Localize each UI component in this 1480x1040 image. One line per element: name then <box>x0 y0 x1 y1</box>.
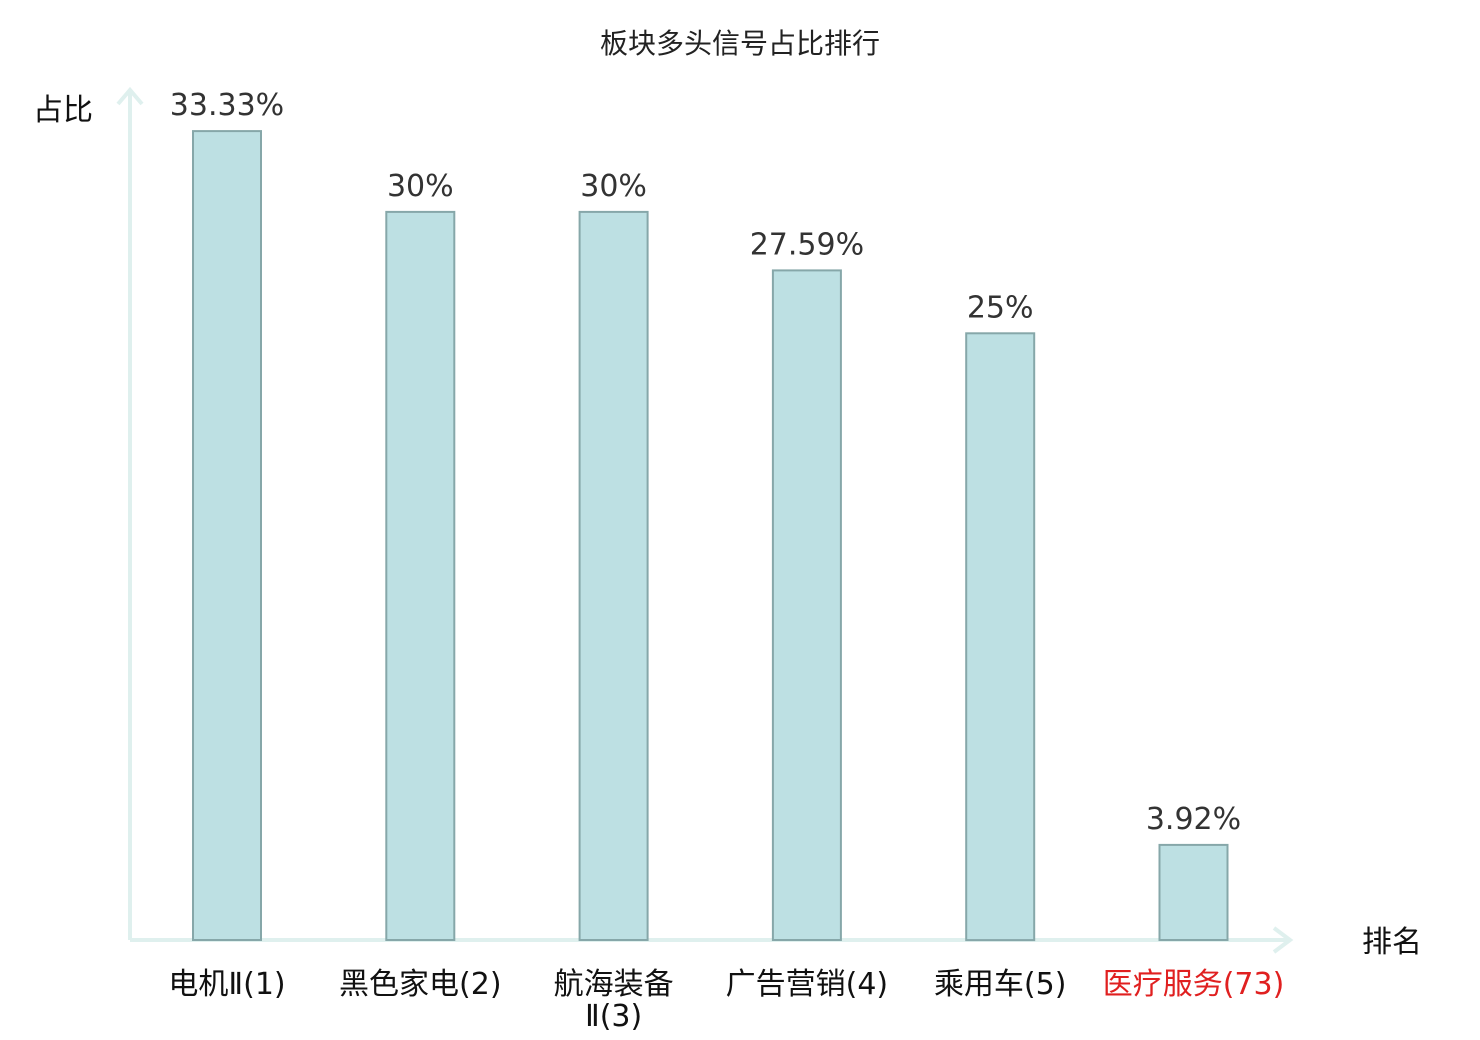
bars <box>192 130 1229 942</box>
chart-title: 板块多头信号占比排行 <box>600 27 880 60</box>
category-label: 乘用车(5) <box>934 967 1067 1002</box>
axes <box>116 86 1294 954</box>
value-label: 33.33% <box>170 88 284 123</box>
category-label: 医疗服务(73) <box>1103 967 1285 1002</box>
category-labels: 电机Ⅱ(1) 黑色家电(2) 航海装备 Ⅱ(3) 广告营销(4) 乘用车(5) 医疗服务(7… <box>168 967 1284 1034</box>
x-axis-arrow <box>1272 926 1294 954</box>
value-label: 3.92% <box>1146 802 1241 837</box>
category-label: 黑色家电(2) <box>339 967 502 1002</box>
value-label: 30% <box>387 169 454 204</box>
category-label: 广告营销(4) <box>726 967 889 1002</box>
y-axis-arrow <box>116 86 144 106</box>
bar <box>965 332 1036 942</box>
value-label: 25% <box>967 290 1034 325</box>
bar <box>1158 843 1229 942</box>
value-label: 30% <box>580 169 647 204</box>
value-labels: 33.33% 30% 30% 27.59% 25% 3.92% <box>170 88 1241 837</box>
category-label: 电机Ⅱ(1) <box>168 967 285 1002</box>
bar <box>192 130 262 942</box>
bar <box>385 210 456 941</box>
bar <box>578 210 649 941</box>
bar <box>771 269 842 941</box>
category-label: 航海装备 Ⅱ(3) <box>554 967 674 1034</box>
y-axis-label: 占比 <box>33 93 93 128</box>
x-axis-label: 排名 <box>1362 925 1422 960</box>
value-label: 27.59% <box>750 227 864 262</box>
